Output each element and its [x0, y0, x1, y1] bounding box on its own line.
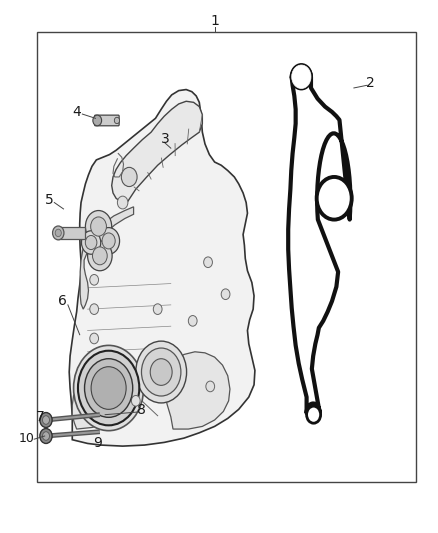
Circle shape — [81, 231, 101, 254]
Circle shape — [98, 228, 120, 254]
Circle shape — [114, 117, 120, 124]
Circle shape — [93, 115, 102, 126]
Circle shape — [317, 177, 352, 220]
Text: 3: 3 — [161, 132, 170, 146]
Circle shape — [136, 341, 187, 403]
Bar — [37, 32, 416, 482]
Bar — [57, 227, 85, 239]
Polygon shape — [69, 90, 255, 446]
Circle shape — [90, 333, 99, 344]
Circle shape — [85, 211, 112, 243]
Circle shape — [150, 359, 172, 385]
Polygon shape — [164, 352, 230, 429]
Circle shape — [85, 359, 133, 417]
Circle shape — [141, 348, 181, 396]
Circle shape — [91, 367, 126, 409]
Text: 10: 10 — [18, 432, 34, 445]
Circle shape — [204, 257, 212, 268]
Text: 1: 1 — [210, 14, 219, 28]
Circle shape — [307, 406, 321, 423]
Circle shape — [92, 247, 107, 265]
Circle shape — [221, 289, 230, 300]
Circle shape — [74, 345, 144, 431]
Circle shape — [102, 233, 115, 249]
Text: 5: 5 — [45, 193, 53, 207]
Circle shape — [90, 274, 99, 285]
Text: 8: 8 — [137, 403, 145, 417]
Text: 6: 6 — [58, 294, 67, 308]
Circle shape — [90, 304, 99, 314]
Text: 7: 7 — [36, 410, 45, 424]
Circle shape — [292, 65, 311, 88]
Circle shape — [55, 229, 61, 237]
Circle shape — [42, 432, 49, 440]
Circle shape — [188, 316, 197, 326]
Text: 4: 4 — [72, 105, 81, 119]
Circle shape — [53, 226, 64, 240]
Circle shape — [117, 196, 128, 209]
Circle shape — [85, 236, 97, 249]
Polygon shape — [72, 381, 115, 429]
Text: 2: 2 — [366, 76, 374, 90]
Circle shape — [40, 429, 52, 443]
Polygon shape — [112, 101, 202, 203]
Text: 9: 9 — [93, 437, 102, 450]
Circle shape — [88, 241, 112, 271]
Polygon shape — [80, 207, 134, 309]
Circle shape — [42, 416, 49, 424]
Circle shape — [91, 217, 106, 236]
Circle shape — [292, 65, 311, 88]
Circle shape — [121, 167, 137, 187]
Circle shape — [206, 381, 215, 392]
Circle shape — [153, 304, 162, 314]
Circle shape — [131, 395, 140, 406]
Circle shape — [78, 351, 139, 425]
Circle shape — [40, 413, 52, 427]
FancyBboxPatch shape — [95, 115, 119, 126]
